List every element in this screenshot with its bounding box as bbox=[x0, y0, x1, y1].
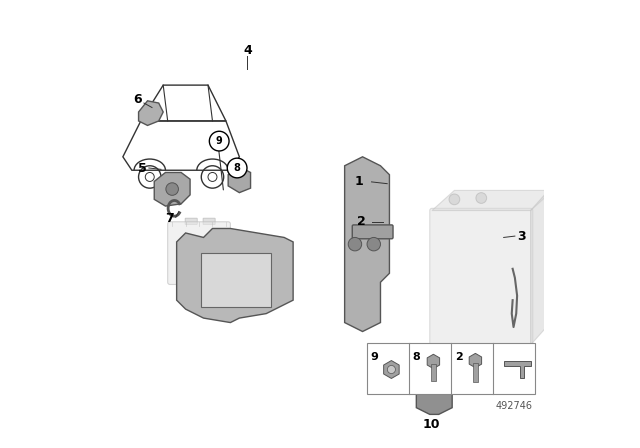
Text: 6: 6 bbox=[133, 93, 141, 107]
Polygon shape bbox=[228, 168, 251, 193]
Circle shape bbox=[227, 158, 247, 178]
Text: 2: 2 bbox=[455, 352, 463, 362]
Text: 5: 5 bbox=[138, 161, 147, 175]
Circle shape bbox=[449, 194, 460, 205]
Polygon shape bbox=[139, 101, 163, 125]
Text: 9: 9 bbox=[216, 136, 223, 146]
Circle shape bbox=[387, 366, 396, 374]
Polygon shape bbox=[154, 172, 190, 206]
Polygon shape bbox=[432, 190, 553, 211]
Text: 492746: 492746 bbox=[496, 401, 533, 411]
Text: 9: 9 bbox=[371, 352, 378, 362]
FancyBboxPatch shape bbox=[352, 225, 393, 239]
Polygon shape bbox=[177, 228, 293, 323]
Text: 8: 8 bbox=[234, 163, 241, 173]
Polygon shape bbox=[345, 157, 389, 332]
Bar bbox=[431, 364, 436, 381]
FancyBboxPatch shape bbox=[185, 218, 197, 224]
Text: 7: 7 bbox=[164, 211, 173, 225]
Circle shape bbox=[166, 183, 179, 195]
FancyBboxPatch shape bbox=[168, 222, 230, 284]
Text: 4: 4 bbox=[243, 44, 252, 57]
Text: 2: 2 bbox=[357, 215, 365, 228]
Text: 8: 8 bbox=[413, 352, 420, 362]
Polygon shape bbox=[531, 190, 548, 345]
Polygon shape bbox=[417, 381, 452, 414]
Bar bbox=[367, 343, 535, 394]
FancyBboxPatch shape bbox=[430, 208, 533, 347]
Circle shape bbox=[209, 131, 229, 151]
Polygon shape bbox=[504, 362, 531, 378]
Circle shape bbox=[348, 237, 362, 251]
Text: 3: 3 bbox=[517, 229, 526, 243]
Bar bbox=[473, 363, 478, 382]
Circle shape bbox=[476, 193, 486, 203]
Text: 10: 10 bbox=[422, 418, 440, 431]
Text: 1: 1 bbox=[355, 175, 364, 188]
Circle shape bbox=[367, 237, 380, 251]
FancyBboxPatch shape bbox=[203, 218, 215, 224]
Bar bbox=[202, 253, 271, 307]
